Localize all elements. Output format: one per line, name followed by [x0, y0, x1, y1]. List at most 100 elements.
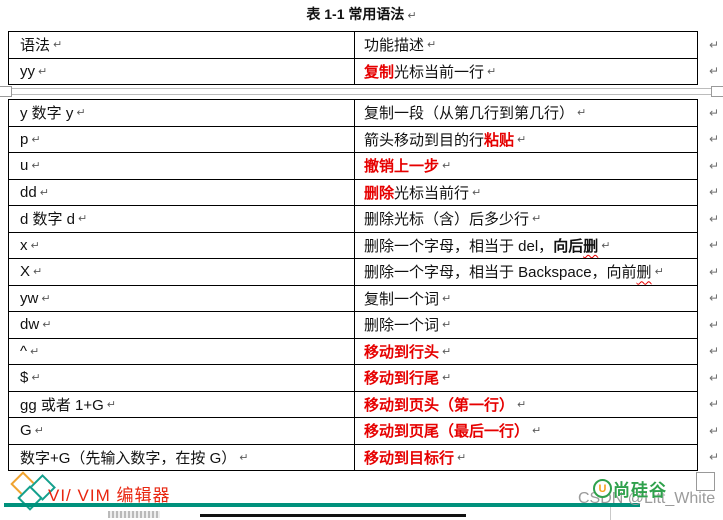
syntax-cell: d 数字 d ↵: [9, 206, 355, 232]
page-break-line: [0, 88, 723, 89]
syntax-cell: X ↵: [9, 259, 355, 285]
table-row: G ↵ 移动到页尾（最后一行） ↵ ↵: [9, 417, 719, 444]
cell-end-mark-icon: ↵: [577, 107, 587, 120]
cell-end-mark-icon: ↵: [42, 319, 52, 332]
syntax-text: u: [20, 157, 29, 175]
row-end-mark-icon: ↵: [708, 64, 719, 79]
cell-end-mark-icon: ↵: [38, 65, 48, 78]
description-segment: 删除一个字母，相当于 Backspace，向前: [364, 264, 637, 282]
description-cell: 复制一段（从第几行到第几行） ↵: [355, 100, 697, 126]
row-end-mark-icon: ↵: [708, 185, 719, 200]
table-row: $ ↵ 移动到行尾 ↵ ↵: [9, 364, 719, 391]
watermark-text: CSDN @Litt_White: [578, 490, 716, 507]
description-cell: 移动到页尾（最后一行） ↵: [355, 418, 697, 444]
syntax-text: ^: [20, 342, 28, 360]
row-end-mark-icon: ↵: [708, 344, 719, 359]
cell-end-mark-icon: ↵: [654, 266, 664, 279]
description-cell: 移动到行尾 ↵: [355, 365, 697, 391]
description-cell: 撤销上一步 ↵: [355, 153, 697, 179]
description-segment: 删: [636, 264, 652, 282]
description-cell: 删除光标（含）后多少行 ↵: [355, 206, 697, 232]
cell-end-mark-icon: ↵: [31, 372, 41, 385]
description-segment: 光标当前一行: [394, 63, 485, 81]
description-segment: 功能描述: [364, 37, 425, 55]
syntax-cell: x ↵: [9, 232, 355, 258]
footer-rule: [4, 503, 640, 507]
syntax-cell: yw ↵: [9, 285, 355, 311]
description-segment: 删除一个词: [364, 317, 440, 335]
syntax-cell: dw ↵: [9, 312, 355, 338]
description-segment: 移动到行头: [364, 343, 440, 361]
row-end-mark-icon: ↵: [708, 317, 719, 332]
syntax-text: p: [20, 130, 29, 148]
cell-end-mark-icon: ↵: [442, 160, 452, 173]
description-cell: 复制一个词 ↵: [355, 286, 697, 312]
cell-end-mark-icon: ↵: [78, 213, 88, 226]
description-segment: 移动到行尾: [364, 370, 440, 388]
brand-name: 尚硅谷: [613, 481, 667, 500]
cell-end-mark-icon: ↵: [442, 292, 452, 305]
table-row: p ↵ 箭头移动到目的行 粘贴 ↵ ↵: [9, 125, 719, 152]
cell-end-mark-icon: ↵: [442, 345, 452, 358]
cell-end-mark-icon: ↵: [30, 239, 40, 252]
description-cell: 删除一个字母，相当于 Backspace，向前删 ↵: [355, 259, 697, 285]
description-segment: 复制一段（从第几行到第几行）: [364, 105, 575, 123]
brand-circle-icon: U: [593, 479, 612, 498]
row-end-mark-icon: ↵: [708, 450, 719, 465]
table-row: x ↵ 删除一个字母，相当于 del， 向后删 ↵ ↵: [9, 231, 719, 259]
anchor-square-icon: [696, 472, 715, 491]
page-break-edge-right: [711, 86, 723, 97]
cell-end-mark-icon: ↵: [532, 213, 542, 226]
table-row: y 数字 y ↵ 复制一段（从第几行到第几行） ↵ ↵: [9, 100, 719, 126]
syntax-text: yw: [20, 289, 39, 307]
page-break-line: [0, 94, 723, 95]
cell-end-mark-icon: ↵: [31, 160, 41, 173]
table-row: 数字+G（先输入数字，在按 G） ↵ 移动到目标行 ↵ ↵: [9, 443, 719, 470]
description-segment: 移动到页头（第一行）: [364, 396, 515, 414]
syntax-table-part1: 语法 ↵ 功能描述 ↵ ↵ yy ↵ 复制 光标当前一行 ↵ ↵: [8, 31, 719, 85]
table-row: X ↵ 删除一个字母，相当于 Backspace，向前删 ↵ ↵: [9, 258, 719, 285]
cell-end-mark-icon: ↵: [601, 239, 611, 252]
footer-heading: VI/ VIM 编辑器: [48, 486, 171, 505]
row-end-mark-icon: ↵: [708, 158, 719, 173]
description-segment: 撤销上一步: [364, 158, 440, 176]
table-row: yw ↵ 复制一个词 ↵ ↵: [9, 284, 719, 312]
syntax-text: X: [20, 263, 31, 281]
syntax-text: dw: [20, 316, 40, 334]
cell-end-mark-icon: ↵: [106, 398, 117, 411]
document-title: 表 1-1 常用语法 ↵: [0, 4, 723, 24]
brand-logo: U 尚硅谷: [593, 476, 667, 501]
cell-end-mark-icon: ↵: [76, 107, 86, 120]
syntax-text: y 数字 y: [20, 105, 74, 123]
syntax-text: G: [20, 422, 32, 440]
next-section-border: [200, 514, 466, 517]
syntax-text: 数字+G（先输入数字，在按 G）: [20, 449, 237, 467]
description-segment: 移动到目标行: [364, 449, 455, 467]
table-row: dw ↵ 删除一个词 ↵ ↵: [9, 311, 719, 338]
syntax-cell: y 数字 y ↵: [9, 100, 355, 126]
syntax-cell: dd ↵: [9, 179, 355, 205]
table-row: u ↵ 撤销上一步 ↵ ↵: [9, 152, 719, 179]
footer: VI/ VIM 编辑器 U 尚硅谷 CSDN @Litt_White: [0, 470, 723, 520]
cell-end-mark-icon: ↵: [239, 451, 249, 464]
description-cell: 移动到页头（第一行） ↵: [355, 392, 697, 418]
table-row: d 数字 d ↵ 删除光标（含）后多少行 ↵ ↵: [9, 205, 719, 232]
description-cell: 移动到行头 ↵: [355, 339, 697, 365]
description-cell: 删除一个字母，相当于 del， 向后删 ↵: [355, 233, 697, 259]
table-row: dd ↵ 删除 光标当前行 ↵ ↵: [9, 178, 719, 205]
gray-tick: [610, 507, 611, 520]
description-segment: 粘贴: [484, 131, 515, 149]
description-segment: 删除: [364, 184, 395, 202]
return-mark-icon: ↵: [407, 10, 417, 22]
description-segment: 删除光标（含）后多少行: [364, 211, 530, 229]
row-end-mark-icon: ↵: [708, 37, 719, 52]
fine-print-blur: [108, 511, 160, 518]
description-segment: 复制: [364, 63, 395, 81]
page-break-edge-left: [0, 86, 12, 97]
cell-end-mark-icon: ↵: [517, 133, 527, 146]
syntax-text: d 数字 d: [20, 211, 76, 229]
cell-end-mark-icon: ↵: [39, 186, 49, 199]
syntax-cell: 语法 ↵: [9, 32, 355, 58]
syntax-cell: $ ↵: [9, 365, 355, 391]
